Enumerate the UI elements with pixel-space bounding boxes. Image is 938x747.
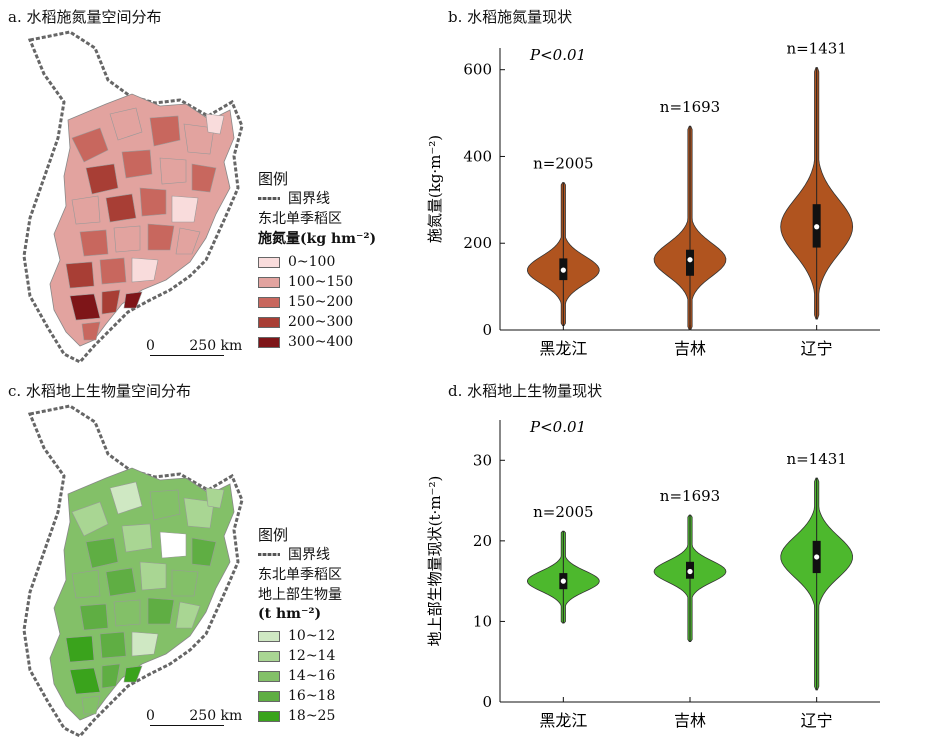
scalebar-a-line xyxy=(150,355,224,356)
violin-chart-b: 0 200 400 600 施氮量(kg·m⁻²) P<0.01 n=2005 黑龙江 n=16… xyxy=(426,40,880,358)
legend-c-class-0: 10~12 xyxy=(258,626,342,646)
legend-c-title3: (t hm⁻²) xyxy=(258,606,322,622)
scalebar-a-zero: 0 xyxy=(146,338,155,354)
panel-a-title: a. 水稻施氮量空间分布 xyxy=(8,8,162,26)
chart-b-ylabel: 施氮量(kg·m⁻²) xyxy=(426,135,444,243)
map-c-region xyxy=(49,467,235,721)
chart-d-n-label-2: n=1431 xyxy=(786,450,846,468)
chart-d-significance: P<0.01 xyxy=(529,418,586,436)
chart-b-n-label-2: n=1431 xyxy=(786,40,846,58)
chart-d-ytick-label-0: 0 xyxy=(482,693,492,711)
legend-a-title1: 东北单季稻区 xyxy=(258,211,342,227)
chart-b-category-1: 吉林 xyxy=(674,339,706,358)
panel-b-title: b. 水稻施氮量现状 xyxy=(448,8,573,26)
legend-a-class-label-3: 200~300 xyxy=(288,314,354,330)
scalebar-c-line xyxy=(150,725,224,726)
chart-d-median-1 xyxy=(687,568,693,575)
chart-d-ytick-label-2: 20 xyxy=(473,532,492,550)
scalebar-c-zero: 0 xyxy=(146,708,155,724)
map-a-districts xyxy=(65,107,225,341)
legend-c-heading: 图例 xyxy=(258,525,289,544)
chart-b-category-2: 辽宁 xyxy=(801,339,833,358)
chart-b-significance: P<0.01 xyxy=(529,46,586,64)
legend-a-border: 国界线 xyxy=(258,188,376,208)
chart-d-category-1: 吉林 xyxy=(674,711,706,730)
legend-c-swatch-0 xyxy=(258,630,280,642)
map-a-region xyxy=(49,93,235,347)
legend-c-border-label: 国界线 xyxy=(288,547,330,563)
panel-c-title: c. 水稻地上生物量空间分布 xyxy=(8,382,191,400)
legend-c-swatch-2 xyxy=(258,670,280,682)
chart-b-ytick-label-1: 200 xyxy=(463,234,492,252)
legend-c-class-label-2: 14~16 xyxy=(288,668,336,684)
chart-b-median-0 xyxy=(560,267,566,273)
legend-c-class-1: 12~14 xyxy=(258,646,342,666)
violin-chart-d: 0 10 20 30 地上部生物量现状(t·m⁻²) P<0.01 n=2005 黑龙江 n=1… xyxy=(426,418,880,730)
border-line-icon xyxy=(258,196,280,200)
legend-c-swatch-3 xyxy=(258,690,280,702)
legend-a-border-label: 国界线 xyxy=(288,191,330,207)
chart-d-median-0 xyxy=(560,578,566,584)
chart-d-category-2: 辽宁 xyxy=(801,711,833,730)
legend-c-class-3: 16~18 xyxy=(258,686,342,706)
legend-a-title2: 施氮量(kg hm⁻²) xyxy=(258,231,377,247)
legend-a-class-4: 300~400 xyxy=(258,332,376,352)
scalebar-a-distance: 250 km xyxy=(189,338,243,354)
chart-b-box-1 xyxy=(686,249,694,276)
legend-a-class-0: 0~100 xyxy=(258,252,376,272)
legend-a-class-3: 200~300 xyxy=(258,312,376,332)
map-c-districts xyxy=(65,481,225,715)
chart-b-ytick-label-0: 0 xyxy=(482,321,492,339)
chart-b-ytick-label-3: 600 xyxy=(463,61,492,79)
chart-b-n-label-0: n=2005 xyxy=(533,154,593,172)
chart-d-n-label-1: n=1693 xyxy=(660,487,720,505)
chart-d-median-2 xyxy=(814,554,820,560)
legend-c-border: 国界线 xyxy=(258,544,342,564)
legend-a-swatch-1 xyxy=(258,276,280,288)
legend-a-swatch-0 xyxy=(258,256,280,268)
chart-b-n-label-1: n=1693 xyxy=(660,98,720,116)
chart-d-ytick-label-1: 10 xyxy=(473,612,492,630)
scalebar-a: 0 250 km xyxy=(146,338,243,356)
border-line-icon xyxy=(258,552,280,556)
chart-b-ytick-label-2: 400 xyxy=(463,147,492,165)
legend-c-class-2: 14~16 xyxy=(258,666,342,686)
map-c-biomass xyxy=(22,404,244,738)
chart-b-median-1 xyxy=(687,257,693,263)
chart-d-ylabel: 地上部生物量现状(t·m⁻²) xyxy=(426,476,444,647)
chart-b-category-0: 黑龙江 xyxy=(539,339,587,358)
chart-b-median-2 xyxy=(814,224,820,230)
legend-a: 图例 国界线 东北单季稻区 施氮量(kg hm⁻²) 0~100 100~150 1… xyxy=(258,168,376,352)
map-a-nitrogen xyxy=(22,30,244,364)
legend-a-swatch-2 xyxy=(258,296,280,308)
legend-a-classes: 0~100 100~150 150~200 200~300 300~400 xyxy=(258,252,376,352)
legend-c-class-label-4: 18~25 xyxy=(288,708,336,724)
legend-a-class-2: 150~200 xyxy=(258,292,376,312)
chart-d-ytick-label-3: 30 xyxy=(473,451,492,469)
legend-a-class-label-4: 300~400 xyxy=(288,334,354,350)
legend-c-class-label-1: 12~14 xyxy=(288,648,336,664)
legend-c-class-4: 18~25 xyxy=(258,706,342,726)
legend-a-class-label-2: 150~200 xyxy=(288,294,354,310)
legend-c-title2: 地上部生物量 xyxy=(258,587,342,603)
legend-a-swatch-3 xyxy=(258,316,280,328)
scalebar-c: 0 250 km xyxy=(146,708,243,726)
legend-a-class-label-1: 100~150 xyxy=(288,274,354,290)
legend-a-class-label-0: 0~100 xyxy=(288,254,336,270)
legend-c-swatch-1 xyxy=(258,650,280,662)
legend-c-title1: 东北单季稻区 xyxy=(258,567,342,583)
panel-d-title: d. 水稻地上生物量现状 xyxy=(448,382,603,400)
legend-c-class-label-3: 16~18 xyxy=(288,688,336,704)
scalebar-c-distance: 250 km xyxy=(189,708,243,724)
legend-a-heading: 图例 xyxy=(258,169,289,188)
legend-c-classes: 10~12 12~14 14~16 16~18 18~25 xyxy=(258,626,342,726)
legend-c: 图例 国界线 东北单季稻区 地上部生物量 (t hm⁻²) 10~12 12~14… xyxy=(258,524,342,726)
legend-c-swatch-4 xyxy=(258,710,280,722)
legend-a-swatch-4 xyxy=(258,336,280,348)
chart-d-category-0: 黑龙江 xyxy=(539,711,587,730)
chart-d-n-label-0: n=2005 xyxy=(533,503,593,521)
legend-c-class-label-0: 10~12 xyxy=(288,628,336,644)
legend-a-class-1: 100~150 xyxy=(258,272,376,292)
